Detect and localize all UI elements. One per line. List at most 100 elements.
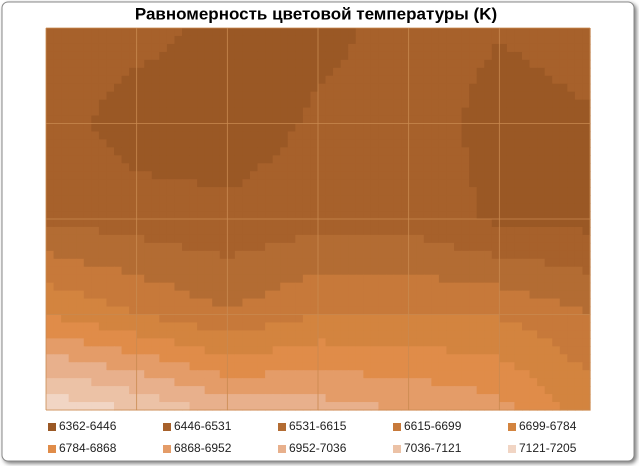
contour-cell: [144, 219, 153, 228]
contour-cell: [438, 75, 448, 85]
contour-cell: [287, 354, 296, 363]
contour-cell: [355, 123, 364, 133]
contour-cell: [250, 362, 259, 371]
contour-cell: [310, 378, 319, 387]
contour-cell: [401, 75, 410, 85]
contour-cell: [272, 163, 281, 172]
contour-cell: [136, 147, 145, 156]
contour-cell: [318, 394, 327, 403]
contour-cell: [378, 258, 387, 268]
contour-cell: [302, 378, 312, 387]
contour-cell: [250, 51, 259, 61]
contour-cell: [363, 234, 372, 244]
contour-cell: [514, 123, 523, 133]
contour-cell: [204, 402, 213, 411]
contour-cell: [506, 370, 516, 379]
contour-cell: [174, 187, 183, 196]
contour-cell: [423, 250, 432, 260]
contour-cell: [567, 330, 576, 339]
contour-cell: [68, 314, 77, 324]
contour-cell: [544, 139, 553, 148]
contour-cell: [537, 187, 546, 196]
contour-cell: [431, 139, 440, 148]
contour-cell: [159, 306, 168, 316]
contour-cell: [166, 290, 176, 300]
contour-cell: [446, 338, 455, 347]
contour-cell: [559, 274, 568, 284]
contour-cell: [454, 226, 463, 236]
contour-cell: [219, 147, 228, 156]
contour-cell: [106, 139, 115, 148]
contour-cell: [469, 59, 478, 69]
contour-cell: [476, 91, 485, 101]
contour-cell: [204, 226, 213, 236]
contour-cell: [454, 378, 463, 387]
contour-cell: [83, 266, 92, 276]
contour-cell: [499, 258, 508, 268]
contour-cell: [204, 163, 213, 172]
contour-cell: [257, 402, 266, 411]
contour-cell: [204, 147, 213, 156]
contour-cell: [348, 274, 357, 284]
contour-cell: [438, 394, 448, 403]
contour-cell: [114, 258, 123, 268]
contour-cell: [106, 354, 115, 363]
contour-cell: [129, 378, 138, 387]
contour-cell: [46, 59, 55, 69]
contour-cell: [272, 195, 281, 204]
contour-cell: [76, 179, 85, 188]
contour-cell: [469, 234, 478, 244]
contour-cell: [499, 75, 508, 85]
contour-cell: [121, 370, 130, 379]
contour-cell: [529, 147, 538, 156]
contour-cell: [461, 91, 470, 101]
contour-cell: [333, 330, 342, 339]
contour-cell: [212, 258, 221, 268]
contour-cell: [197, 354, 206, 363]
contour-cell: [257, 75, 266, 85]
contour-cell: [98, 219, 108, 228]
contour-cell: [234, 163, 244, 172]
contour-cell: [318, 155, 327, 164]
contour-cell: [318, 179, 327, 188]
contour-cell: [106, 282, 115, 292]
contour-cell: [469, 51, 478, 61]
contour-cell: [159, 43, 168, 53]
contour-cell: [552, 362, 561, 371]
contour-cell: [295, 394, 304, 403]
contour-cell: [461, 258, 470, 268]
contour-cell: [197, 131, 206, 141]
contour-cell: [491, 115, 500, 125]
contour-cell: [559, 131, 568, 141]
contour-cell: [144, 131, 153, 141]
contour-cell: [559, 179, 568, 188]
contour-cell: [582, 83, 591, 93]
contour-cell: [506, 115, 516, 125]
contour-cell: [302, 131, 312, 141]
contour-cell: [582, 242, 591, 252]
contour-cell: [454, 67, 463, 77]
contour-cell: [204, 330, 213, 339]
contour-cell: [242, 274, 251, 284]
contour-cell: [348, 234, 357, 244]
contour-cell: [287, 402, 296, 411]
contour-cell: [250, 242, 259, 252]
contour-cell: [559, 290, 568, 300]
contour-cell: [393, 402, 402, 411]
contour-cell: [287, 155, 296, 164]
contour-cell: [257, 250, 266, 260]
contour-cell: [159, 179, 168, 188]
contour-cell: [491, 187, 500, 196]
contour-cell: [514, 322, 523, 332]
contour-cell: [318, 75, 327, 85]
contour-cell: [61, 147, 70, 156]
contour-cell: [151, 75, 160, 85]
contour-cell: [567, 314, 576, 324]
contour-cell: [212, 59, 221, 69]
contour-cell: [340, 211, 349, 220]
contour-cell: [114, 346, 123, 355]
contour-cell: [333, 346, 342, 355]
contour-cell: [484, 203, 493, 212]
contour-cell: [144, 226, 153, 236]
contour-cell: [144, 274, 153, 284]
